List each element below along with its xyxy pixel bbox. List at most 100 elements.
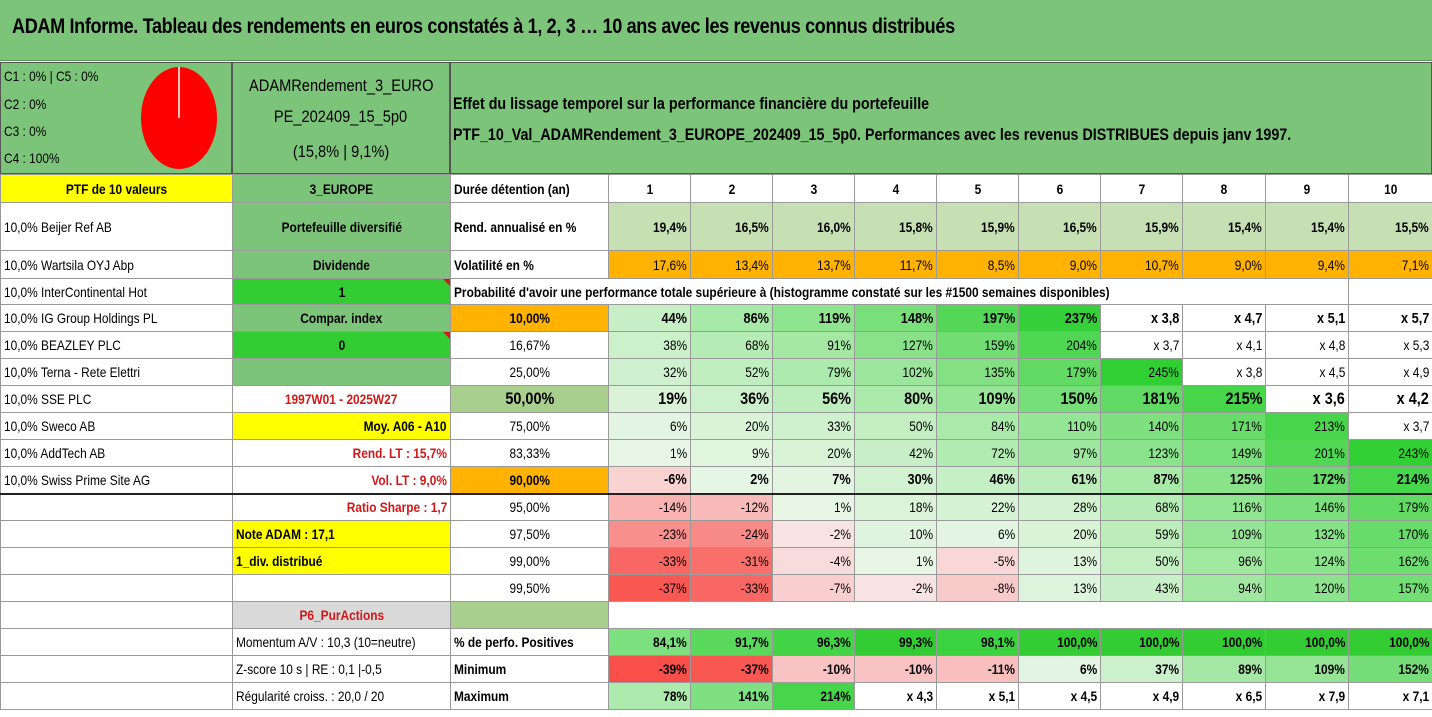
- quantile-value: 13%: [1018, 574, 1101, 602]
- rend-value-text: 15,4%: [1228, 218, 1262, 235]
- max-value-text: x 7,1: [1402, 688, 1429, 704]
- quantile-value-text: 214%: [1396, 471, 1429, 489]
- quantile-value: 84%: [936, 412, 1019, 440]
- quantile-value: 68%: [690, 331, 773, 359]
- description-line-2: PTF_10_Val_ADAMRendement_3_EUROPE_202409…: [453, 125, 1292, 144]
- quantile-value: 150%: [1018, 385, 1101, 413]
- moy-label: Moy. A06 - A10: [232, 412, 451, 440]
- quantile-value-text: 162%: [1398, 553, 1429, 569]
- quantile-value-text: 213%: [1314, 418, 1345, 434]
- holding-row-text: 10,0% InterContinental Hot: [4, 283, 147, 300]
- quantile-value-text: x 4,5: [1319, 364, 1345, 380]
- quantile-value: 159%: [936, 331, 1019, 359]
- compar-label-text: Compar. index: [300, 310, 383, 326]
- dividend-label: Dividende: [232, 250, 451, 279]
- probability-level-text: 90,00%: [509, 471, 550, 488]
- empty-cell: [1018, 601, 1101, 629]
- quantile-value-text: 38%: [663, 337, 687, 353]
- probability-level-text: 16,67%: [509, 337, 550, 353]
- empty-cell: [1182, 601, 1266, 629]
- table-row: PTF de 10 valeurs 3_EUROPE Durée détention…: [0, 174, 1432, 203]
- positive-value: 98,1%: [936, 628, 1019, 656]
- table-row: 99,50% -37% -33% -7% -2% -8% 13% 43% 94% 120% 157%: [0, 574, 1432, 602]
- max-value: 214%: [772, 682, 855, 710]
- probability-level: 50,00%: [450, 385, 609, 413]
- quantile-value-text: 102%: [902, 364, 933, 380]
- max-value-text: 214%: [820, 688, 851, 704]
- rend-value-text: 15,5%: [1395, 218, 1429, 235]
- max-value: x 4,9: [1100, 682, 1183, 710]
- quantile-value-text: 201%: [1314, 445, 1345, 461]
- max-label-text: Maximum: [454, 688, 509, 704]
- quantile-value-text: 123%: [1148, 445, 1179, 461]
- quantile-value-text: 32%: [663, 364, 687, 380]
- quantile-value-text: x 3,8: [1150, 309, 1179, 327]
- probability-title: Probabilité d'avoir une performance tota…: [450, 278, 1349, 305]
- vol-value-text: 9,4%: [1317, 256, 1345, 273]
- quantile-value: -37%: [608, 574, 691, 602]
- min-value-text: -11%: [987, 661, 1015, 677]
- title-bar: ADAM Informe. Tableau des rendements en …: [0, 0, 1432, 61]
- quantile-value: 110%: [1018, 412, 1101, 440]
- positive-value: 96,3%: [772, 628, 855, 656]
- table-row: Ratio Sharpe : 1,7 95,00% -14% -12% 1% 18% 22%…: [0, 493, 1432, 521]
- quantile-value: -6%: [608, 466, 691, 494]
- vol-value: 17,6%: [608, 250, 691, 279]
- quantile-value-text: 7%: [832, 471, 851, 489]
- quantile-value: -12%: [690, 493, 773, 521]
- rend-lt-label: Rend. LT : 15,7%: [232, 439, 451, 467]
- quantile-value: 162%: [1348, 547, 1432, 575]
- rend-value-text: 15,8%: [899, 218, 933, 235]
- quantile-value-text: 72%: [991, 445, 1015, 461]
- quantile-value: -8%: [936, 574, 1019, 602]
- year-header-text: 2: [728, 180, 735, 197]
- quantile-value: 79%: [772, 358, 855, 386]
- year-header: 4: [854, 174, 937, 203]
- year-header-text: 1: [646, 180, 653, 197]
- quantile-value-text: -12%: [741, 499, 769, 516]
- quantile-value: x 4,9: [1348, 358, 1432, 386]
- fund-name-line-1: ADAMRendement_3_EURO: [248, 76, 434, 95]
- max-value: x 7,9: [1265, 682, 1349, 710]
- quantile-value-text: x 3,7: [1153, 337, 1179, 353]
- quantile-value: 135%: [936, 358, 1019, 386]
- quantile-value: 38%: [608, 331, 691, 359]
- quantile-value-text: 181%: [1142, 389, 1179, 408]
- quantile-value-text: 50%: [1155, 553, 1179, 569]
- rend-value-text: 16,0%: [817, 218, 851, 235]
- empty-cell: [0, 493, 233, 521]
- quantile-value: 214%: [1348, 466, 1432, 494]
- quantile-value-text: 179%: [1066, 364, 1097, 380]
- quantile-value: 149%: [1182, 439, 1266, 467]
- probability-level-text: 97,50%: [509, 526, 550, 542]
- empty-cell: [0, 655, 233, 683]
- category-label: P6_PurActions: [232, 601, 451, 629]
- quantile-value: x 4,8: [1265, 331, 1349, 359]
- year-header: 1: [608, 174, 691, 203]
- min-value-text: -37%: [741, 661, 769, 677]
- quantile-value-text: 18%: [909, 499, 933, 516]
- quantile-value-text: x 4,9: [1403, 364, 1429, 380]
- min-value: -10%: [772, 655, 855, 683]
- quantile-value: 157%: [1348, 574, 1432, 602]
- quantile-value-text: 1%: [915, 553, 933, 569]
- rend-value: 19,4%: [608, 202, 691, 251]
- vol-label: Volatilité en %: [450, 250, 609, 279]
- holding-row-text: 10,0% Wartsila OYJ Abp: [4, 256, 134, 273]
- quantile-value: 96%: [1182, 547, 1266, 575]
- quantile-value-text: 6%: [997, 526, 1015, 542]
- quantile-value: 181%: [1100, 385, 1183, 413]
- vol-value-text: 7,1%: [1401, 256, 1429, 273]
- quantile-value-text: -31%: [741, 553, 769, 569]
- quantile-value-text: 150%: [1060, 389, 1097, 408]
- quantile-value-text: 79%: [827, 364, 851, 380]
- quantile-value: x 4,5: [1265, 358, 1349, 386]
- fund-name-line-2: PE_202409_15_5p0: [274, 107, 408, 126]
- quantile-value: 170%: [1348, 520, 1432, 548]
- dividend-value: 1: [232, 278, 451, 305]
- quantile-value-text: 119%: [819, 309, 851, 327]
- quantile-value-text: 243%: [1398, 445, 1429, 461]
- probability-level-text: 50,00%: [504, 389, 555, 408]
- quantile-value: -24%: [690, 520, 773, 548]
- allocation-pie-chart: [141, 67, 217, 169]
